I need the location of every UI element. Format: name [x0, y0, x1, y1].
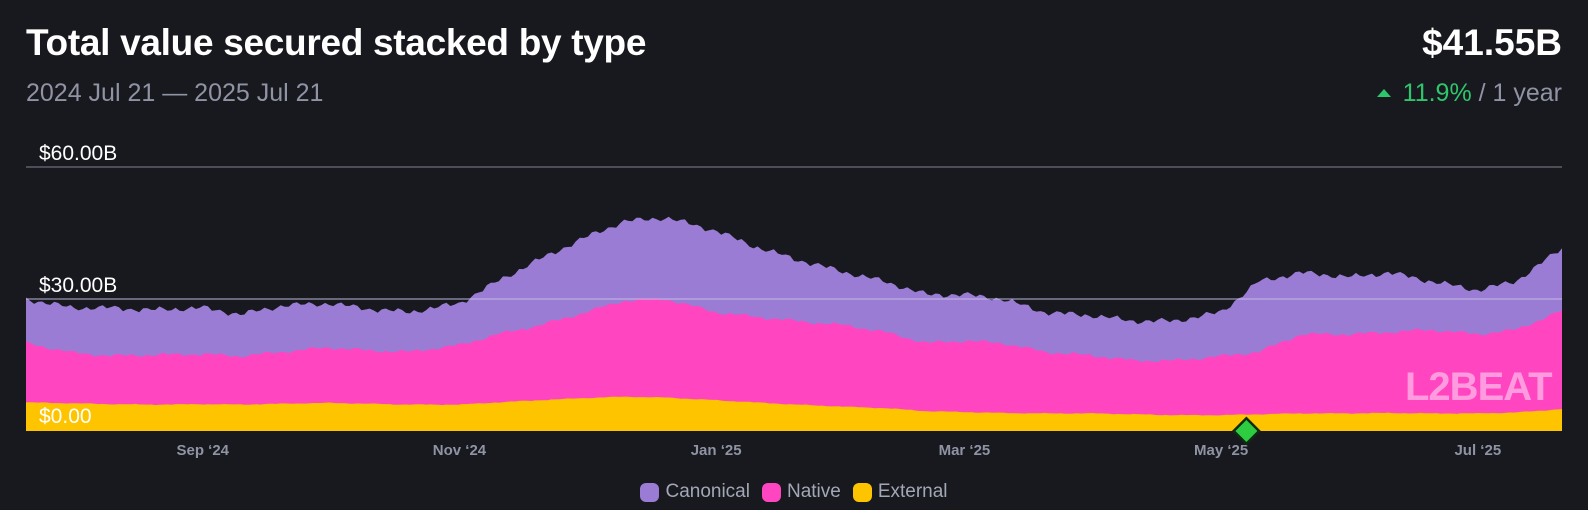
watermark-text: L2BEAT — [1405, 365, 1552, 409]
y-tick-label: $30.00B — [39, 274, 117, 297]
legend-label: Canonical — [665, 481, 750, 502]
marker-diamond-icon[interactable] — [1231, 416, 1261, 446]
legend-swatch — [761, 482, 781, 502]
legend-swatch — [640, 482, 660, 502]
chart-title: Total value secured stacked by type — [26, 22, 647, 63]
chart-areas — [26, 216, 1562, 431]
x-tick-label: Jan ‘25 — [691, 442, 742, 459]
total-value: $41.55B — [1422, 22, 1562, 63]
legend-label: External — [877, 481, 948, 502]
l2beat-watermark: L2BEAT — [1405, 365, 1553, 409]
x-tick-label: May ‘25 — [1194, 442, 1248, 459]
area-external — [26, 396, 1562, 431]
y-tick-label: $0.00 — [39, 405, 92, 428]
x-tick-label: Jul ‘25 — [1454, 442, 1501, 459]
chart-gridlines — [26, 166, 1562, 300]
x-tick-label: Sep ‘24 — [176, 442, 229, 459]
date-marker[interactable] — [1231, 416, 1261, 446]
change-indicator: 11.9% / 1 year — [1376, 79, 1562, 108]
arrow-up-icon — [1376, 89, 1391, 97]
chart-header: Total value secured stacked by type 2024… — [26, 0, 1562, 120]
legend-item-native[interactable]: Native — [761, 481, 841, 503]
legend-item-external[interactable]: External — [852, 481, 948, 503]
legend-swatch — [852, 482, 872, 502]
change-period: / 1 year — [1478, 79, 1562, 107]
date-range: 2024 Jul 21 — 2025 Jul 21 — [26, 79, 324, 107]
y-axis-labels: $0.00 $30.00B $60.00B — [39, 142, 117, 428]
legend-label: Native — [786, 481, 841, 502]
x-axis-labels: Sep ‘24 Nov ‘24 Jan ‘25 Mar ‘25 May ‘25 Jul ‘… — [176, 442, 1501, 459]
y-tick-label: $60.00B — [39, 142, 117, 165]
change-percent: 11.9% — [1402, 79, 1472, 107]
x-tick-label: Mar ‘25 — [939, 442, 991, 459]
chart-legend: Canonical Native External — [0, 480, 1588, 504]
legend-item-canonical[interactable]: Canonical — [640, 481, 750, 503]
stacked-area-chart[interactable]: L2BEAT $0.00 $30.00B $60.00B Sep ‘24 Nov ‘2… — [0, 0, 1588, 480]
area-native — [26, 298, 1562, 431]
x-tick-label: Nov ‘24 — [433, 442, 487, 459]
